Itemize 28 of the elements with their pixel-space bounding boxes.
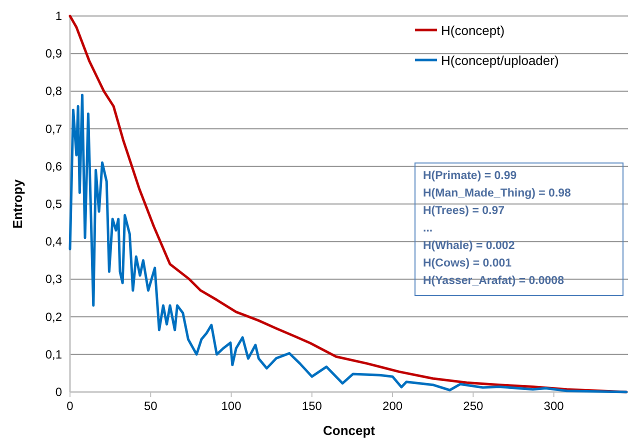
x-tick-label: 200: [382, 399, 403, 413]
y-tick-label: 1: [55, 9, 62, 23]
x-tick-label: 100: [221, 399, 242, 413]
y-tick-label: 0,1: [45, 347, 62, 362]
y-tick-label: 0,6: [45, 159, 62, 174]
y-tick-label: 0,4: [45, 234, 62, 249]
annotation: H(Whale) = 0.002: [423, 240, 515, 252]
y-tick-label: 0,3: [45, 272, 62, 286]
legend-label: H(concept/uploader): [441, 53, 559, 68]
y-tick-label: 0,7: [45, 122, 62, 136]
y-tick-label: 0,5: [45, 197, 62, 211]
x-tick-label: 300: [544, 399, 564, 413]
y-tick-label: 0,2: [45, 310, 62, 324]
y-tick-label: 0: [55, 385, 62, 399]
annotation: ...: [423, 222, 433, 234]
annotation: H(Cows) = 0.001: [423, 258, 512, 270]
x-tick-label: 50: [144, 399, 158, 413]
x-axis-title: Concept: [323, 423, 376, 438]
annotation: H(Man_Made_Thing) = 0.98: [423, 188, 572, 200]
annotation: H(Primate) = 0.99: [423, 170, 517, 182]
x-tick-label: 250: [463, 399, 484, 413]
y-tick-label: 0,8: [45, 84, 62, 98]
legend-label: H(concept): [441, 23, 505, 38]
y-axis-title: Entropy: [10, 178, 25, 229]
x-tick-label: 150: [302, 399, 322, 413]
x-tick-label: 0: [66, 399, 74, 413]
y-tick-label: 0,9: [45, 46, 62, 61]
annotation: H(Trees) = 0.97: [423, 205, 505, 217]
